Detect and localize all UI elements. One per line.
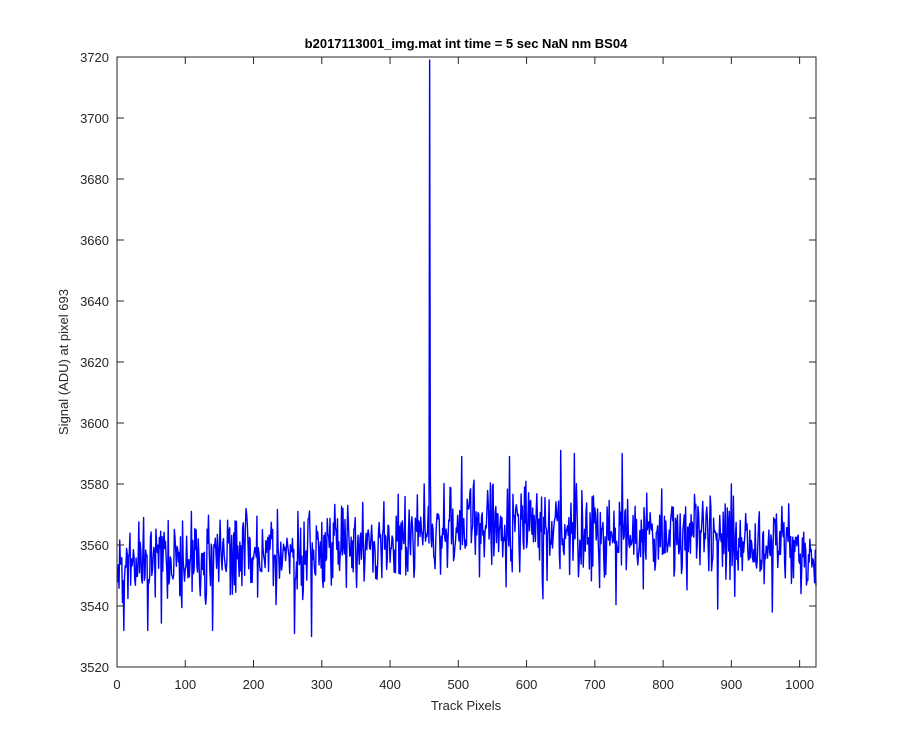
y-tick-label: 3540 — [80, 599, 109, 614]
x-axis-ticks: 0 100 200 300 400 500 600 700 800 900 1000 — [113, 57, 814, 692]
x-tick-label: 500 — [447, 677, 469, 692]
plot-area — [116, 56, 817, 668]
y-tick-label: 3620 — [80, 355, 109, 370]
y-tick-label: 3660 — [80, 233, 109, 248]
x-tick-label: 100 — [174, 677, 196, 692]
y-tick-label: 3560 — [80, 538, 109, 553]
y-tick-label: 3580 — [80, 477, 109, 492]
x-tick-label: 600 — [516, 677, 538, 692]
y-tick-label: 3640 — [80, 294, 109, 309]
y-tick-label: 3600 — [80, 416, 109, 431]
y-tick-label: 3720 — [80, 50, 109, 65]
signal-series-line — [116, 59, 817, 638]
y-axis-label: Signal (ADU) at pixel 693 — [56, 289, 71, 435]
x-tick-label: 400 — [379, 677, 401, 692]
y-tick-label: 3700 — [80, 111, 109, 126]
x-tick-label: 200 — [243, 677, 265, 692]
x-tick-label: 900 — [721, 677, 743, 692]
x-tick-label: 800 — [652, 677, 674, 692]
x-tick-label: 1000 — [785, 677, 814, 692]
x-tick-label: 700 — [584, 677, 606, 692]
chart-title: b2017113001_img.mat int time = 5 sec NaN… — [305, 36, 628, 51]
x-tick-label: 0 — [113, 677, 120, 692]
x-tick-label: 300 — [311, 677, 333, 692]
y-axis-ticks: 3520 3540 3560 3580 3600 3620 3640 3660 3680 3700… — [80, 50, 816, 675]
axes-box — [117, 57, 816, 667]
y-tick-label: 3680 — [80, 172, 109, 187]
y-tick-label: 3520 — [80, 660, 109, 675]
x-axis-label: Track Pixels — [431, 698, 502, 713]
